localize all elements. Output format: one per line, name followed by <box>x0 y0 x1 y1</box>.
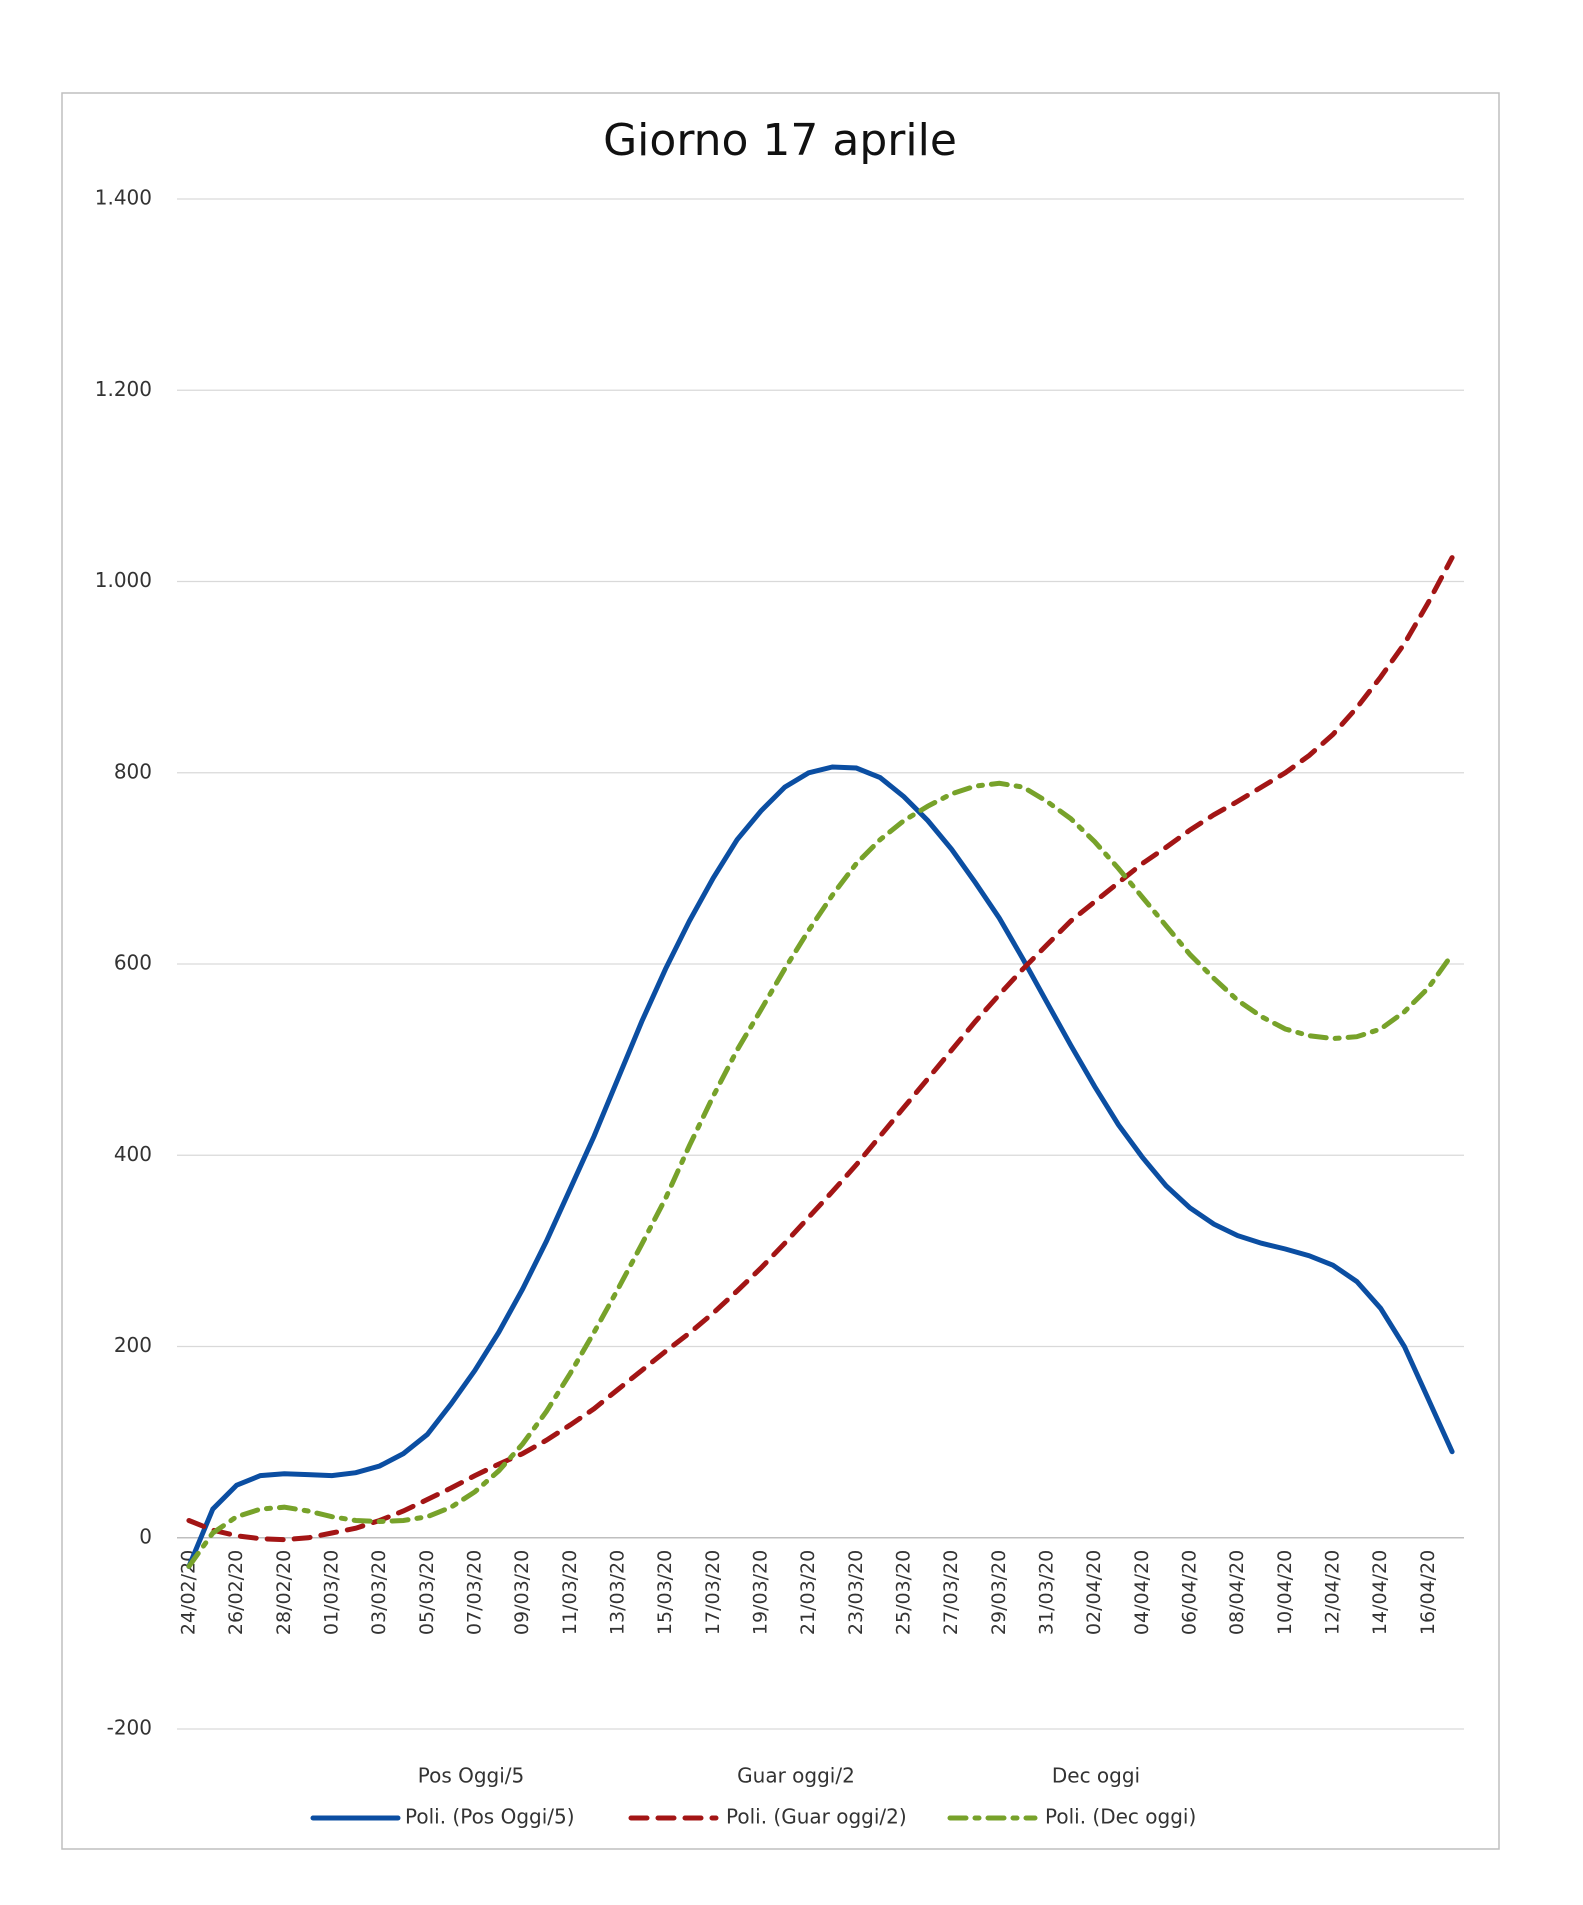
x-tick-label: 02/04/20 <box>1083 1550 1105 1635</box>
x-tick-label: 11/03/20 <box>559 1550 581 1635</box>
y-tick-label: 800 <box>114 759 152 783</box>
x-tick-label: 04/04/20 <box>1131 1550 1153 1635</box>
x-tick-label: 16/04/20 <box>1417 1550 1439 1635</box>
legend-label: Guar oggi/2 <box>737 1764 855 1788</box>
x-tick-label: 13/03/20 <box>606 1550 628 1635</box>
x-tick-label: 01/03/20 <box>320 1550 342 1635</box>
x-tick-label: 03/03/20 <box>368 1550 390 1635</box>
x-tick-label: 24/02/20 <box>177 1550 199 1635</box>
x-tick-label: 06/04/20 <box>1178 1550 1200 1635</box>
x-tick-label: 09/03/20 <box>511 1550 533 1635</box>
legend-label: Poli. (Guar oggi/2) <box>726 1805 907 1829</box>
legend-label: Poli. (Pos Oggi/5) <box>405 1805 575 1829</box>
x-tick-label: 23/03/20 <box>845 1550 867 1635</box>
x-tick-label: 21/03/20 <box>797 1550 819 1635</box>
x-tick-label: 07/03/20 <box>463 1550 485 1635</box>
legend-label: Poli. (Dec oggi) <box>1045 1805 1196 1829</box>
x-tick-label: 29/03/20 <box>988 1550 1010 1635</box>
y-tick-label: 1.400 <box>95 186 152 210</box>
x-tick-label: 26/02/20 <box>225 1550 247 1635</box>
chart-border <box>61 92 1500 1850</box>
trend-line <box>186 764 1455 1569</box>
y-tick-label: 0 <box>139 1524 152 1548</box>
x-tick-label: 19/03/20 <box>749 1550 771 1635</box>
x-tick-label: 10/04/20 <box>1274 1550 1296 1635</box>
legend-label: Pos Oggi/5 <box>418 1764 525 1788</box>
chart-title: Giorno 17 aprile <box>603 115 957 166</box>
x-tick-label: 17/03/20 <box>702 1550 724 1635</box>
x-tick-label: 27/03/20 <box>940 1550 962 1635</box>
y-tick-label: 400 <box>114 1142 152 1166</box>
x-tick-label: 15/03/20 <box>654 1550 676 1635</box>
y-tick-label: 600 <box>114 951 152 975</box>
y-tick-label: 1.200 <box>95 377 152 401</box>
x-tick-label: 08/04/20 <box>1226 1550 1248 1635</box>
x-tick-label: 12/04/20 <box>1321 1550 1343 1635</box>
trend-line <box>186 555 1455 1543</box>
legend-label: Dec oggi <box>1052 1764 1140 1788</box>
y-tick-label: 1.000 <box>95 568 152 592</box>
y-tick-label: -200 <box>107 1716 152 1740</box>
x-tick-label: 14/04/20 <box>1369 1550 1391 1635</box>
x-tick-label: 28/02/20 <box>273 1550 295 1635</box>
trend-line <box>186 780 1455 1569</box>
x-tick-label: 05/03/20 <box>416 1550 438 1635</box>
y-tick-label: 200 <box>114 1333 152 1357</box>
x-tick-label: 25/03/20 <box>892 1550 914 1635</box>
x-tick-label: 31/03/20 <box>1035 1550 1057 1635</box>
